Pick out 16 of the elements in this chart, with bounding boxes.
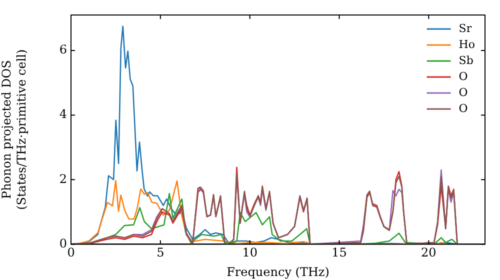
legend-label: Ho xyxy=(458,38,476,51)
legend-label: Sb xyxy=(458,54,474,67)
y-tick-label: 6 xyxy=(59,42,67,57)
x-axis-title: Frequency (THz) xyxy=(226,264,330,279)
legend-label: O xyxy=(458,86,468,99)
y-tick-label: 4 xyxy=(59,107,68,122)
x-tick-label: 20 xyxy=(421,246,436,260)
x-tick-label: 10 xyxy=(242,246,258,260)
y-tick-label: 2 xyxy=(59,172,67,186)
legend-label: O xyxy=(458,102,468,115)
x-tick-label: 15 xyxy=(332,246,347,260)
y-axis-title: Phonon projected DOS (States/THz·primitive cell) xyxy=(0,49,29,210)
x-tick-label: 5 xyxy=(156,246,164,260)
legend-label: Sr xyxy=(458,22,472,35)
y-tick-label: 0 xyxy=(59,236,67,250)
legend-label: O xyxy=(458,70,468,83)
